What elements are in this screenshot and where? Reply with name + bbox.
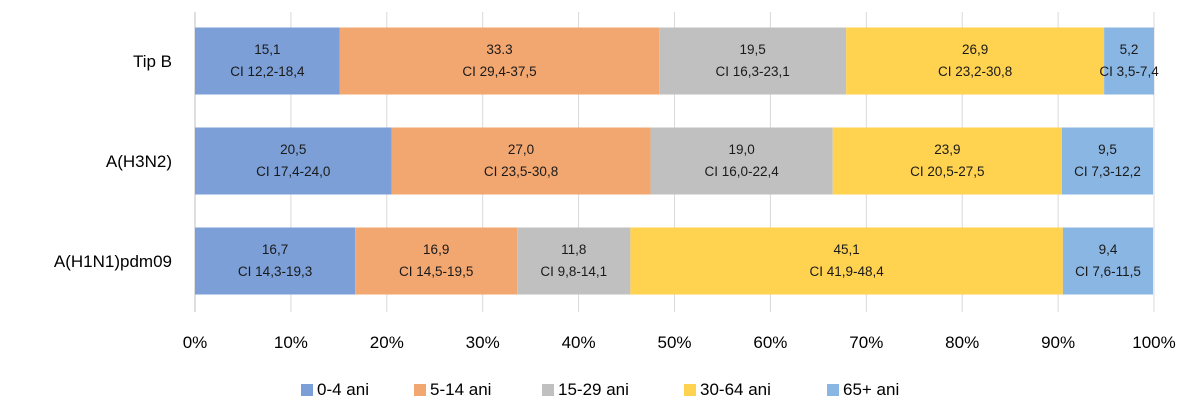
bar-segment-1-4 [1061, 127, 1154, 195]
data-label-ci: CI 3,5-7,4 [1099, 64, 1159, 79]
data-label-value: 20,5 [280, 142, 306, 157]
x-tick-label: 90% [1041, 333, 1075, 352]
data-label-value: 27,0 [508, 142, 534, 157]
x-tick-label: 0% [183, 333, 208, 352]
legend-label: 15-29 ani [558, 380, 629, 399]
data-label-ci: CI 7,6-11,5 [1075, 264, 1141, 279]
data-label-ci: CI 20,5-27,5 [910, 164, 984, 179]
legend-label: 65+ ani [843, 380, 899, 399]
data-label-value: 9,4 [1099, 242, 1118, 257]
data-label-value: 16,9 [423, 242, 449, 257]
bar-segment-1-0 [195, 127, 392, 195]
data-label-value: 5,2 [1120, 42, 1139, 57]
bar-segment-0-0 [195, 27, 340, 95]
bar-segment-2-2 [517, 227, 631, 295]
data-label-ci: CI 17,4-24,0 [256, 164, 330, 179]
data-label-ci: CI 23,2-30,8 [938, 64, 1012, 79]
category-label: A(H1N1)pdm09 [54, 252, 172, 271]
data-label-ci: CI 16,3-23,1 [716, 64, 790, 79]
x-tick-label: 20% [370, 333, 404, 352]
x-tick-label: 30% [466, 333, 500, 352]
data-label-value: 23,9 [934, 142, 960, 157]
data-label-ci: CI 23,5-30,8 [484, 164, 558, 179]
bar-segment-2-4 [1062, 227, 1154, 295]
x-tick-label: 60% [753, 333, 787, 352]
data-label-ci: CI 9,8-14,1 [540, 264, 607, 279]
x-axis-ticks: 0% 10% 20% 30% 40% 50% 60% 70% 80% 90% 100% [183, 333, 1176, 352]
data-label-value: 19,0 [728, 142, 754, 157]
data-label-ci: CI 16,0-22,4 [704, 164, 779, 179]
data-label-value: 16,7 [262, 242, 288, 257]
legend-swatch [827, 384, 839, 396]
data-label-ci: CI 29,4-37,5 [462, 64, 536, 79]
x-tick-label: 100% [1132, 333, 1175, 352]
legend-swatch [301, 384, 313, 396]
bar-segment-1-3 [832, 127, 1062, 195]
legend-swatch [414, 384, 426, 396]
legend-swatch [542, 384, 554, 396]
legend-swatch [684, 384, 696, 396]
bar-segment-2-1 [355, 227, 518, 295]
category-label: A(H3N2) [106, 152, 172, 171]
x-tick-label: 40% [562, 333, 596, 352]
legend-label: 30-64 ani [700, 380, 771, 399]
bar-segment-0-1 [339, 27, 660, 95]
legend-label: 5-14 ani [430, 380, 491, 399]
data-label-ci: CI 14,5-19,5 [399, 264, 473, 279]
data-label-ci: CI 7,3-12,2 [1074, 164, 1141, 179]
data-label-ci: CI 14,3-19,3 [238, 264, 312, 279]
bar-segment-2-3 [630, 227, 1063, 295]
data-label-value: 33.3 [486, 42, 512, 57]
data-label-value: 45,1 [833, 242, 859, 257]
data-label-value: 9,5 [1098, 142, 1117, 157]
bar-segment-0-3 [846, 27, 1105, 95]
data-label-value: 19,5 [740, 42, 766, 57]
legend: 0-4 ani 5-14 ani 15-29 ani 30-64 ani 65+ ani [301, 380, 899, 399]
x-tick-label: 50% [657, 333, 691, 352]
x-tick-label: 10% [274, 333, 308, 352]
bar-segment-0-2 [659, 27, 847, 95]
bar-segment-0-4 [1104, 27, 1154, 95]
data-label-value: 11,8 [561, 242, 586, 257]
legend-label: 0-4 ani [317, 380, 369, 399]
data-label-value: 15,1 [254, 42, 280, 57]
data-label-value: 26,9 [962, 42, 988, 57]
x-tick-label: 80% [945, 333, 979, 352]
bars: 15,1 CI 12,2-18,4 33.3 CI 29,4-37,5 19,5 CI 1… [195, 27, 1159, 295]
bar-segment-2-0 [195, 227, 356, 295]
data-label-ci: CI 41,9-48,4 [809, 264, 884, 279]
category-labels: Tip B A(H3N2) A(H1N1)pdm09 [54, 52, 172, 271]
bar-segment-1-1 [391, 127, 651, 195]
data-label-ci: CI 12,2-18,4 [230, 64, 305, 79]
category-label: Tip B [133, 52, 172, 71]
x-tick-label: 70% [849, 333, 883, 352]
bar-segment-1-2 [650, 127, 833, 195]
